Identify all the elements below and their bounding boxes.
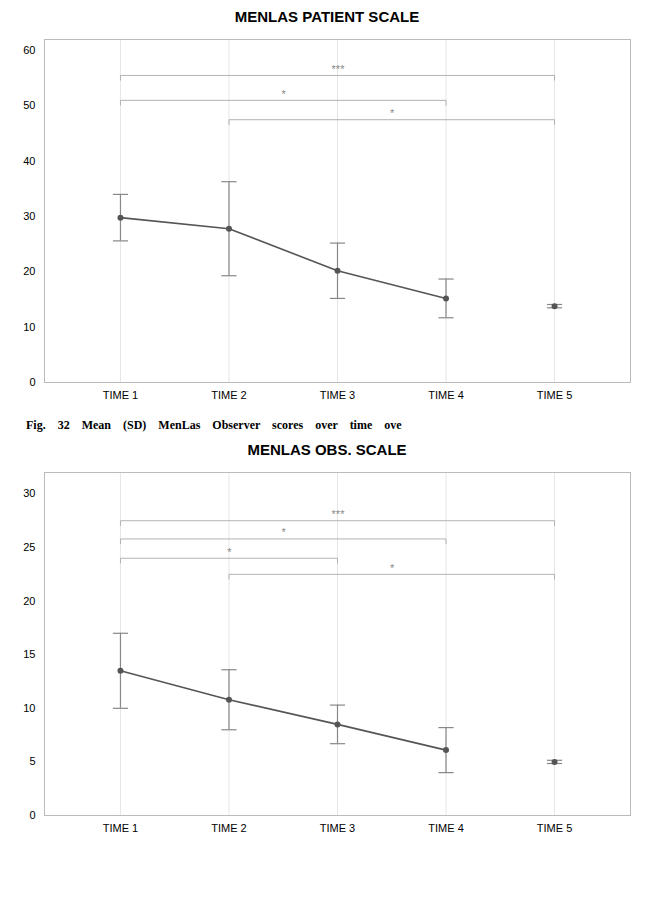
svg-text:*: *	[390, 107, 395, 119]
svg-text:TIME 1: TIME 1	[103, 822, 138, 834]
svg-text:10: 10	[23, 321, 35, 333]
svg-text:5: 5	[29, 755, 35, 767]
svg-text:0: 0	[29, 809, 35, 821]
svg-text:20: 20	[23, 595, 35, 607]
svg-text:TIME 5: TIME 5	[537, 389, 572, 401]
html-text:MENLAS OBS. SCALE: MENLAS OBS. SCALE	[247, 441, 407, 458]
svg-text:60: 60	[23, 44, 35, 56]
svg-text:*: *	[227, 546, 232, 558]
svg-text:0: 0	[29, 376, 35, 388]
svg-text:TIME 3: TIME 3	[320, 822, 355, 834]
svg-text:*: *	[390, 562, 395, 574]
svg-text:10: 10	[23, 702, 35, 714]
svg-text:TIME 2: TIME 2	[211, 389, 246, 401]
svg-text:15: 15	[23, 648, 35, 660]
svg-text:***: ***	[331, 63, 345, 75]
svg-text:*: *	[281, 88, 286, 100]
svg-text:TIME 4: TIME 4	[428, 389, 463, 401]
svg-text:50: 50	[23, 99, 35, 111]
svg-text:TIME 4: TIME 4	[428, 822, 463, 834]
svg-text:20: 20	[23, 265, 35, 277]
svg-text:TIME 2: TIME 2	[211, 822, 246, 834]
svg-text:TIME 1: TIME 1	[103, 389, 138, 401]
svg-text:*: *	[281, 526, 286, 538]
svg-text:25: 25	[23, 541, 35, 553]
svg-text:TIME 3: TIME 3	[320, 389, 355, 401]
svg-text:***: ***	[331, 508, 345, 520]
html-text:MENLAS PATIENT SCALE: MENLAS PATIENT SCALE	[234, 8, 420, 25]
html-text:Fig. 32 Mean (SD) MenLas Obser: Fig. 32 Mean (SD) MenLas Observer scores…	[26, 418, 402, 432]
svg-text:40: 40	[23, 155, 35, 167]
svg-text:TIME 5: TIME 5	[537, 822, 572, 834]
svg-text:30: 30	[23, 210, 35, 222]
svg-text:30: 30	[23, 487, 35, 499]
